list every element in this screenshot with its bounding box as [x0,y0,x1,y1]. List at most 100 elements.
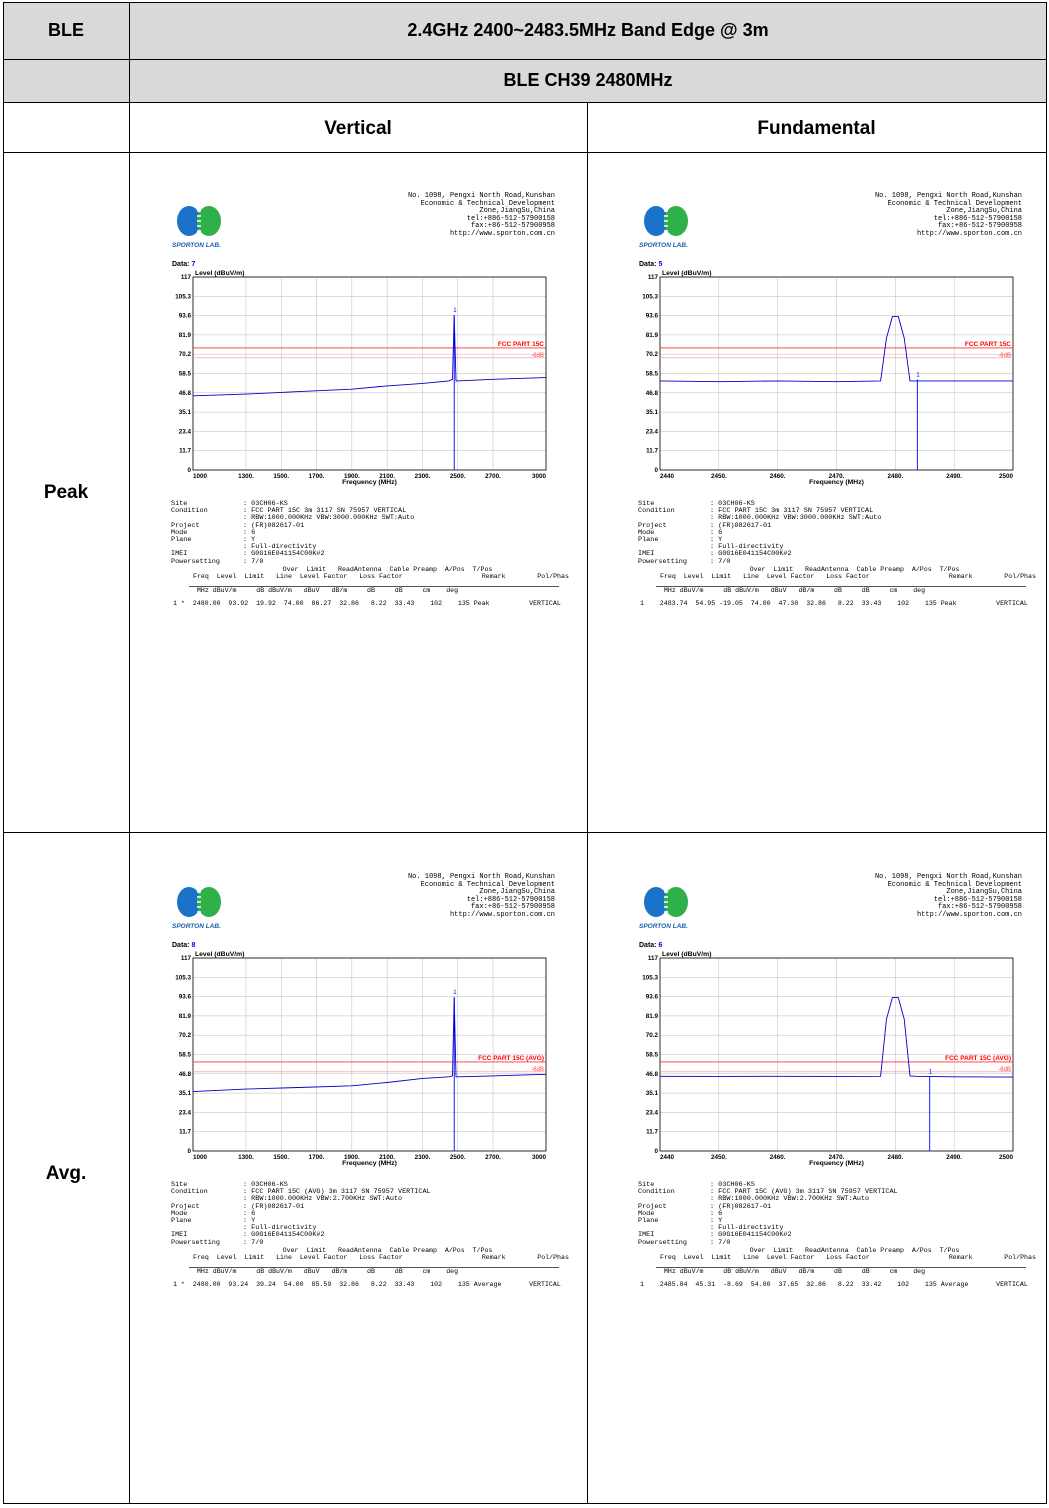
condition-value: : Full-directivity [710,1224,784,1233]
address-line: http://www.sporton.com.cn [449,229,555,238]
y-tick-label: 46.8 [179,1071,192,1078]
rule [3,102,1047,103]
condition-value: : 03CH06-KS [243,1181,288,1189]
condition-row: Mode: 6 [171,1209,431,1218]
condition-label: Plane [638,536,659,545]
y-axis-label: Level (dBuV/m) [662,951,711,958]
trace-line [659,316,1013,383]
svg-text:SPORTON LAB.: SPORTON LAB. [172,242,221,249]
condition-value: : 6 [710,528,723,537]
condition-value: : Full-directivity [710,543,784,552]
address-line: http://www.sporton.com.cn [916,910,1022,919]
lab-address: No. 1098, Pengxi North Road,Kunshan Econo… [407,192,555,238]
address-line: fax:+86-512-57900958 [470,903,555,911]
result-header-1: Over Limit ReadAntenna Cable Preamp A/Po… [251,1247,493,1254]
x-axis-label: Frequency (MHz) [342,479,397,486]
y-tick-label: 93.6 [179,313,192,320]
condition-row: Powersetting: 7/0 [638,1238,898,1247]
address-line: Economic & Technical Development [420,880,555,889]
rule [3,1503,1047,1504]
y-tick-label: 81.9 [179,332,192,339]
condition-label: Plane [171,536,192,545]
svg-text:SPORTON LAB.: SPORTON LAB. [172,923,221,930]
y-tick-label: 46.8 [646,390,659,397]
condition-row: Project: (FR)082617-01 [171,521,414,530]
data-value: 6 [656,942,663,949]
condition-value: : 03CH06-KS [243,500,288,508]
rule [587,102,588,1504]
condition-value: : Y [243,1217,256,1226]
y-tick-label: 81.9 [646,332,659,339]
y-tick-label: 70.2 [179,351,192,358]
y-tick-label: 105.3 [642,293,658,300]
address-line: tel:+886-512-57900158 [933,895,1022,904]
condition-row: Powersetting: 7/0 [638,557,881,566]
result-row: 1 2485.84 45.31 -8.69 54.00 37.65 32.86 … [640,1281,1028,1288]
test-conditions: Site: 03CH06-KS Condition: FCC PART 15C (… [638,1181,898,1247]
y-tick-label: 23.4 [179,1109,192,1116]
address-line: tel:+886-512-57900158 [933,214,1022,223]
marker-label: 1 [453,990,457,996]
data-number: Data: 7 [172,261,195,268]
limit-6db-label: -6dB [531,1067,544,1073]
y-tick-label: 11.7 [179,448,191,455]
y-tick-label: 46.8 [646,1071,659,1078]
condition-value: : 7/0 [710,557,731,566]
trace-line [192,315,547,397]
condition-value: : G0G16E041154C00K#2 [243,550,325,559]
test-report-4: SPORTON LAB. No. 1098, Pengxi North Road,… [638,873,1036,1314]
data-label: Data: [639,942,657,949]
condition-value: : 6 [243,1209,256,1218]
rule [129,2,130,1504]
condition-value: : Y [710,1217,723,1226]
y-tick-label: 58.5 [646,371,659,378]
y-tick-label: 70.2 [646,351,659,358]
y-axis-label: Level (dBuV/m) [195,951,244,958]
y-tick-label: 70.2 [646,1032,659,1039]
condition-label: Site [638,1181,655,1189]
y-tick-label: 117 [648,955,659,962]
condition-label: Project [171,521,200,530]
condition-label: Powersetting [638,1238,687,1247]
table-rule [189,1267,559,1268]
condition-label: Mode [171,528,188,537]
condition-value: : Y [243,536,256,545]
x-tick-label: 1000 [193,1154,208,1161]
y-tick-label: 117 [181,955,192,962]
x-axis-label: Frequency (MHz) [342,1160,397,1167]
condition-row: Mode: 6 [638,528,881,537]
condition-row: Condition: FCC PART 15C 3m 3117 SN 75957… [638,507,881,515]
marker-label: 1 [453,308,457,314]
result-header-2: Freq Level Limit Line Level Factor Loss … [660,573,1036,580]
x-tick-label: 2440 [660,473,675,480]
x-tick-label: 2300. [415,473,431,480]
test-report-2: SPORTON LAB. No. 1098, Pengxi North Road,… [638,192,1036,633]
y-tick-label: 93.6 [646,994,659,1001]
address-line: No. 1098, Pengxi North Road,Kunshan [874,873,1022,881]
condition-value: : 6 [710,1209,723,1218]
condition-row: Site: 03CH06-KS [171,1181,431,1189]
condition-label: Condition [171,507,208,516]
result-header-1: Over Limit ReadAntenna Cable Preamp A/Po… [718,566,960,573]
condition-row: : Full-directivity [638,1225,898,1232]
condition-value: : 7/0 [243,557,264,566]
condition-row: Mode: 6 [638,1209,898,1218]
condition-row: IMEI: G0G16E041154C00K#2 [171,1232,431,1239]
sporton-logo: SPORTON LAB. [172,206,221,249]
result-units: MHz dBuV/m dB dBuV/m dBuV dB/m dB dB cm … [189,1268,459,1275]
condition-value: : FCC PART 15C 3m 3117 SN 75957 VERTICAL [243,507,407,516]
y-tick-label: 58.5 [179,1052,192,1059]
y-tick-label: 23.4 [646,1109,659,1116]
data-label: Data: [639,261,657,268]
address-line: No. 1098, Pengxi North Road,Kunshan [407,192,555,200]
condition-label: IMEI [638,550,655,559]
y-tick-label: 35.1 [179,1090,192,1097]
address-line: fax:+86-512-57900958 [937,903,1022,911]
x-tick-label: 2500. [450,473,466,480]
table-title: 2.4GHz 2400~2483.5MHz Band Edge @ 3m [407,20,769,40]
plot-frame [192,957,547,1152]
address-line: http://www.sporton.com.cn [449,910,555,919]
rule [3,832,1047,833]
condition-value: : 6 [243,528,256,537]
condition-row: : Full-directivity [171,544,414,551]
